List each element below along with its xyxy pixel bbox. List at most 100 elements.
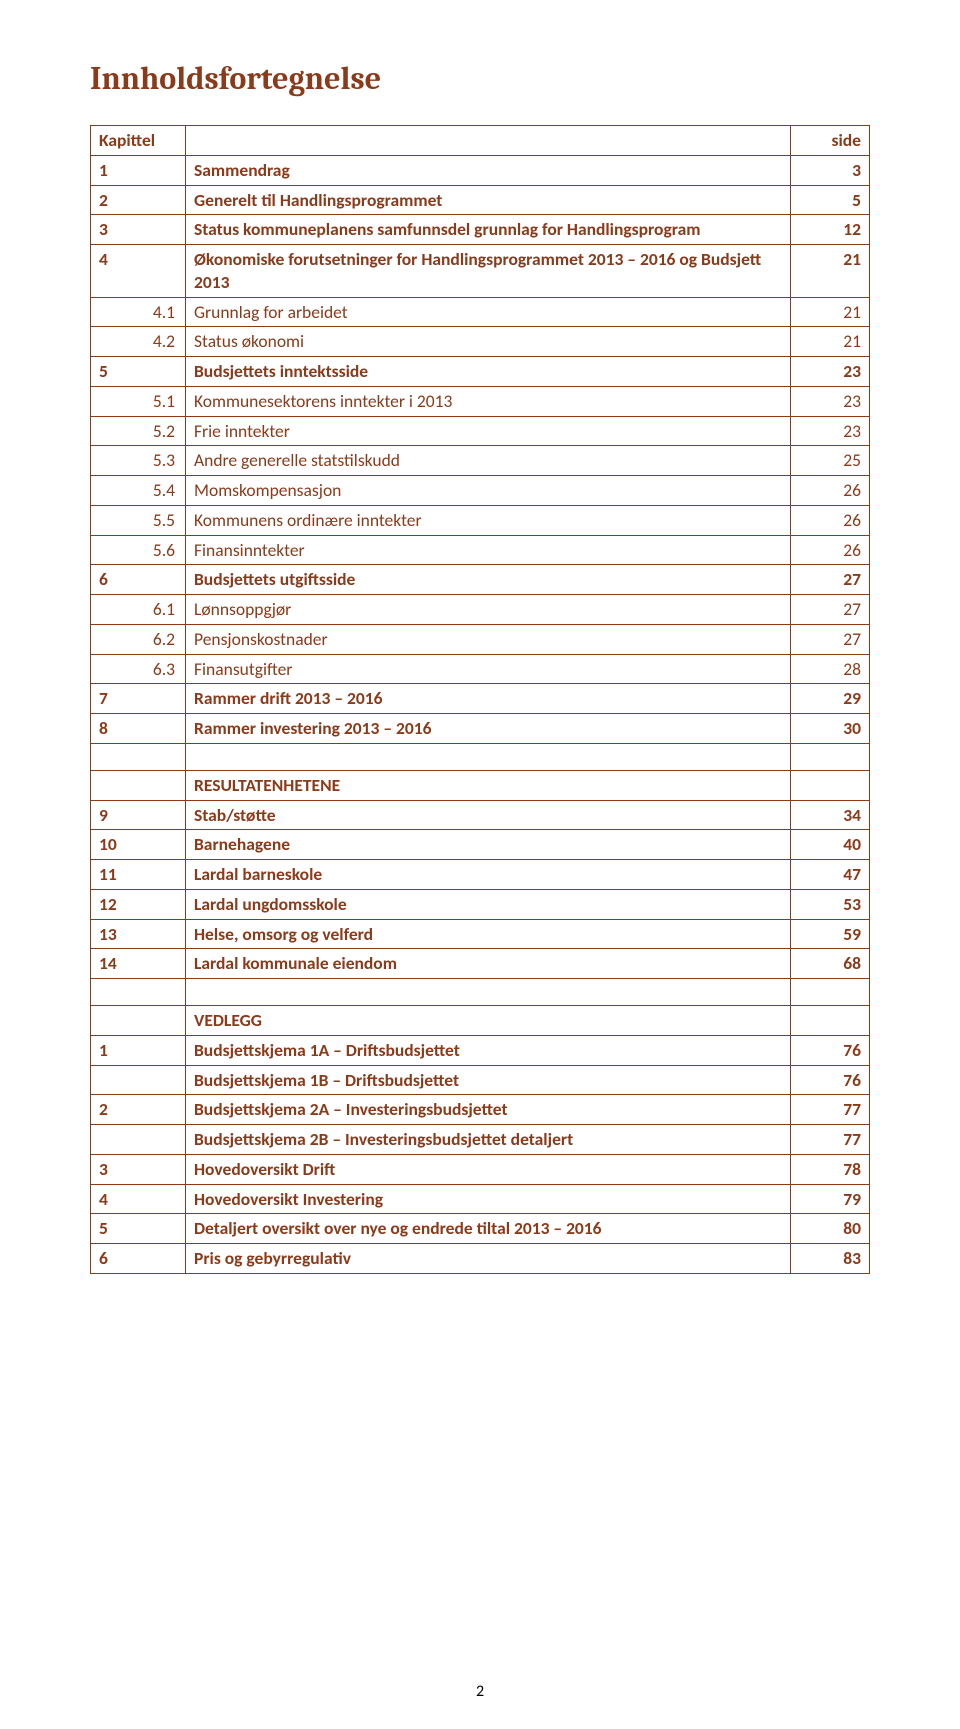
toc-side: 3 (791, 155, 870, 185)
toc-title: Kommunesektorens inntekter i 2013 (186, 386, 791, 416)
table-row: 2Budsjettskjema 2A – Investeringsbudsjet… (91, 1095, 870, 1125)
toc-kapittel: 6 (91, 565, 186, 595)
toc-title: Barnehagene (186, 830, 791, 860)
toc-title: Helse, omsorg og velferd (186, 919, 791, 949)
table-row: 5Detaljert oversikt over nye og endrede … (91, 1214, 870, 1244)
toc-side: 23 (791, 416, 870, 446)
toc-side: 59 (791, 919, 870, 949)
toc-side (791, 770, 870, 800)
toc-title: Budsjettets inntektsside (186, 357, 791, 387)
toc-title: Frie inntekter (186, 416, 791, 446)
toc-title: Lønnsoppgjør (186, 595, 791, 625)
toc-title: Lardal ungdomsskole (186, 889, 791, 919)
toc-title (186, 979, 791, 1006)
table-row: 5.1Kommunesektorens inntekter i 201323 (91, 386, 870, 416)
table-row: 6Budsjettets utgiftsside27 (91, 565, 870, 595)
toc-side: 27 (791, 595, 870, 625)
table-row: 3Hovedoversikt Drift78 (91, 1154, 870, 1184)
toc-title: Sammendrag (186, 155, 791, 185)
toc-title: Budsjettets utgiftsside (186, 565, 791, 595)
toc-kapittel: 5.6 (91, 535, 186, 565)
toc-kapittel: 5 (91, 1214, 186, 1244)
page-number: 2 (0, 1682, 960, 1701)
toc-kapittel: 8 (91, 714, 186, 744)
toc-title: Rammer investering 2013 – 2016 (186, 714, 791, 744)
toc-side: 76 (791, 1035, 870, 1065)
table-row: 5.5Kommunens ordinære inntekter26 (91, 505, 870, 535)
toc-side: 12 (791, 215, 870, 245)
table-row: 14Lardal kommunale eiendom68 (91, 949, 870, 979)
toc-kapittel: 11 (91, 860, 186, 890)
toc-kapittel: 9 (91, 800, 186, 830)
table-header-row: Kapittelside (91, 126, 870, 156)
toc-side: 26 (791, 476, 870, 506)
toc-title: Hovedoversikt Drift (186, 1154, 791, 1184)
toc-title: Grunnlag for arbeidet (186, 297, 791, 327)
table-row: 11Lardal barneskole47 (91, 860, 870, 890)
toc-kapittel: 2 (91, 185, 186, 215)
toc-kapittel: 5 (91, 357, 186, 387)
toc-kapittel (91, 1065, 186, 1095)
toc-kapittel (91, 743, 186, 770)
toc-table: Kapittelside1Sammendrag32Generelt til Ha… (90, 125, 870, 1274)
page-title: Innholdsfortegnelse (90, 60, 870, 97)
toc-side: 5 (791, 185, 870, 215)
toc-kapittel: 4.2 (91, 327, 186, 357)
table-row: 4Økonomiske forutsetninger for Handlings… (91, 245, 870, 298)
toc-side: 77 (791, 1095, 870, 1125)
toc-kapittel: 1 (91, 155, 186, 185)
toc-side (791, 743, 870, 770)
toc-title: Kommunens ordinære inntekter (186, 505, 791, 535)
toc-kapittel: 10 (91, 830, 186, 860)
table-row: 6.1Lønnsoppgjør27 (91, 595, 870, 625)
toc-title: Budsjettskjema 2A – Investeringsbudsjett… (186, 1095, 791, 1125)
toc-title: Finansinntekter (186, 535, 791, 565)
toc-title: Hovedoversikt Investering (186, 1184, 791, 1214)
toc-side: 25 (791, 446, 870, 476)
toc-side: 21 (791, 297, 870, 327)
toc-kapittel: 5.5 (91, 505, 186, 535)
toc-side: 76 (791, 1065, 870, 1095)
toc-kapittel: 6 (91, 1244, 186, 1274)
toc-title: Detaljert oversikt over nye og endrede t… (186, 1214, 791, 1244)
toc-section-title: RESULTATENHETENE (186, 770, 791, 800)
toc-title (186, 743, 791, 770)
table-row: 5.2Frie inntekter23 (91, 416, 870, 446)
table-row: 4.2Status økonomi21 (91, 327, 870, 357)
table-row: 1Budsjettskjema 1A – Driftsbudsjettet76 (91, 1035, 870, 1065)
toc-side: 77 (791, 1125, 870, 1155)
table-row: 5.4Momskompensasjon26 (91, 476, 870, 506)
toc-kapittel: 4 (91, 245, 186, 298)
toc-side: 47 (791, 860, 870, 890)
toc-title: Økonomiske forutsetninger for Handlingsp… (186, 245, 791, 298)
toc-title: Budsjettskjema 1B – Driftsbudsjettet (186, 1065, 791, 1095)
toc-side: 23 (791, 386, 870, 416)
table-row: 7Rammer drift 2013 – 201629 (91, 684, 870, 714)
toc-kapittel (91, 1006, 186, 1036)
toc-title: Status kommuneplanens samfunnsdel grunnl… (186, 215, 791, 245)
table-row: 5Budsjettets inntektsside23 (91, 357, 870, 387)
toc-kapittel (91, 979, 186, 1006)
table-row: 4Hovedoversikt Investering79 (91, 1184, 870, 1214)
toc-title: Lardal kommunale eiendom (186, 949, 791, 979)
table-row: 1Sammendrag3 (91, 155, 870, 185)
toc-side: 30 (791, 714, 870, 744)
table-row: 6.2Pensjonskostnader27 (91, 624, 870, 654)
toc-side: 80 (791, 1214, 870, 1244)
toc-kapittel: 5.3 (91, 446, 186, 476)
table-spacer (91, 979, 870, 1006)
table-row: 5.6Finansinntekter26 (91, 535, 870, 565)
toc-side: 28 (791, 654, 870, 684)
toc-kapittel (91, 770, 186, 800)
toc-kapittel: 5.1 (91, 386, 186, 416)
toc-side: 40 (791, 830, 870, 860)
toc-side (791, 979, 870, 1006)
toc-title: Rammer drift 2013 – 2016 (186, 684, 791, 714)
toc-side: 68 (791, 949, 870, 979)
table-section-header: VEDLEGG (91, 1006, 870, 1036)
toc-title: Lardal barneskole (186, 860, 791, 890)
toc-side: 27 (791, 624, 870, 654)
toc-title: Budsjettskjema 1A – Driftsbudsjettet (186, 1035, 791, 1065)
toc-kapittel: 3 (91, 1154, 186, 1184)
toc-title: Momskompensasjon (186, 476, 791, 506)
